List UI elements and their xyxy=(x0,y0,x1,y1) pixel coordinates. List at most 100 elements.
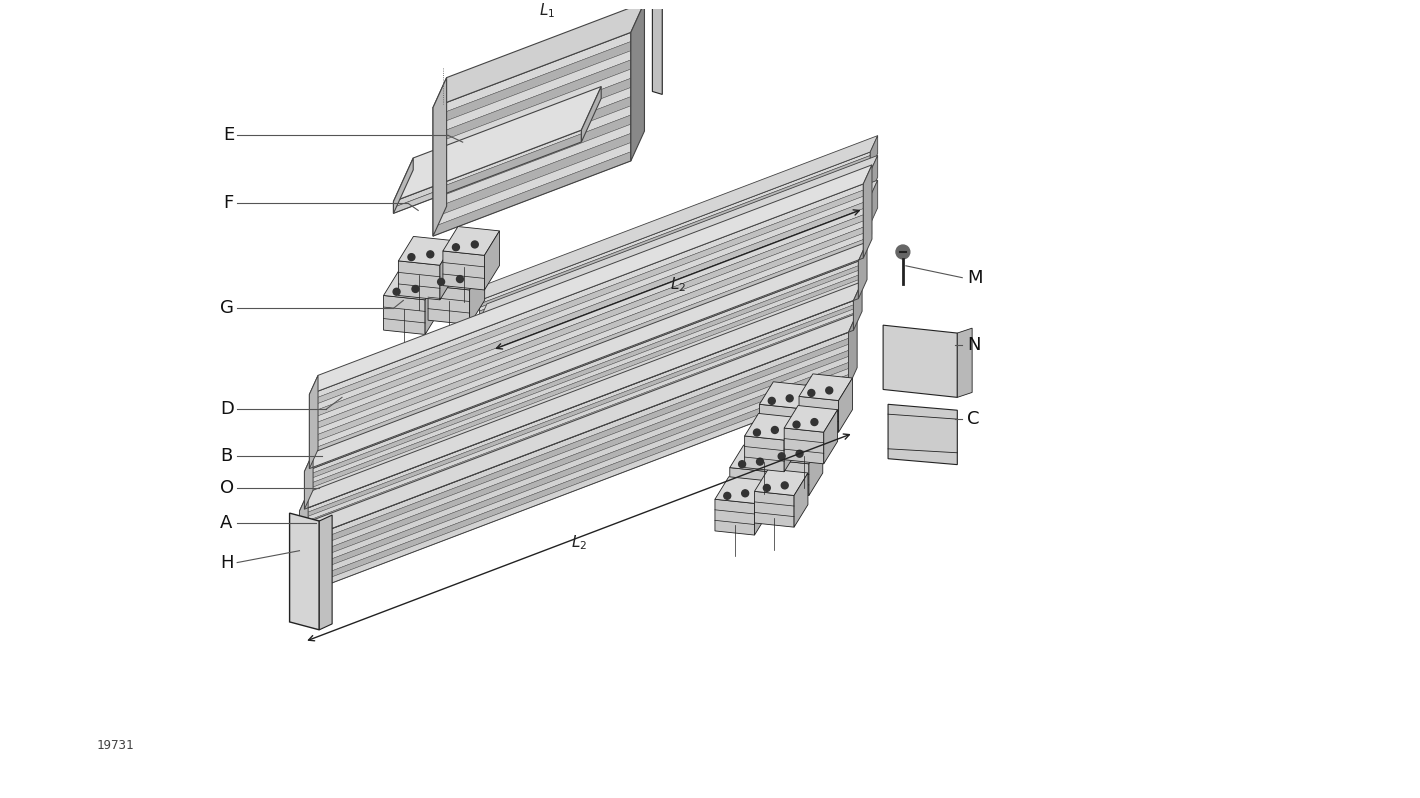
Polygon shape xyxy=(433,33,630,117)
Polygon shape xyxy=(310,203,863,419)
Circle shape xyxy=(896,245,910,259)
Polygon shape xyxy=(393,136,581,213)
Circle shape xyxy=(754,429,760,436)
Polygon shape xyxy=(294,523,304,597)
Circle shape xyxy=(764,484,770,492)
Polygon shape xyxy=(794,473,808,527)
Polygon shape xyxy=(480,190,870,342)
Polygon shape xyxy=(784,428,824,464)
Polygon shape xyxy=(433,106,630,190)
Polygon shape xyxy=(393,130,581,207)
Polygon shape xyxy=(730,445,784,472)
Polygon shape xyxy=(393,158,413,213)
Polygon shape xyxy=(480,220,870,373)
Text: $L_1$: $L_1$ xyxy=(538,2,555,20)
Polygon shape xyxy=(487,232,868,382)
Polygon shape xyxy=(300,282,862,512)
Polygon shape xyxy=(487,237,868,386)
Polygon shape xyxy=(433,60,630,144)
Circle shape xyxy=(408,254,415,261)
Circle shape xyxy=(778,452,785,460)
Polygon shape xyxy=(799,397,839,433)
Circle shape xyxy=(797,450,804,457)
Text: C: C xyxy=(967,410,980,429)
Polygon shape xyxy=(652,0,662,94)
Polygon shape xyxy=(480,163,870,314)
Polygon shape xyxy=(290,513,320,630)
Polygon shape xyxy=(294,374,849,591)
Circle shape xyxy=(437,279,444,286)
Polygon shape xyxy=(480,186,870,338)
Polygon shape xyxy=(744,436,784,472)
Polygon shape xyxy=(304,294,858,509)
Text: E: E xyxy=(223,126,234,144)
Polygon shape xyxy=(487,228,868,377)
Polygon shape xyxy=(957,328,973,397)
Polygon shape xyxy=(300,318,853,532)
Circle shape xyxy=(771,426,778,433)
Polygon shape xyxy=(300,322,853,536)
Circle shape xyxy=(811,419,818,425)
Polygon shape xyxy=(440,241,454,300)
Polygon shape xyxy=(770,437,822,464)
Polygon shape xyxy=(824,409,838,464)
Circle shape xyxy=(781,482,788,489)
Text: H: H xyxy=(220,554,234,571)
Polygon shape xyxy=(480,179,870,331)
Circle shape xyxy=(808,389,815,397)
Polygon shape xyxy=(480,156,870,307)
Polygon shape xyxy=(433,2,645,108)
Polygon shape xyxy=(443,227,500,255)
Polygon shape xyxy=(433,77,447,236)
Polygon shape xyxy=(310,196,863,413)
Polygon shape xyxy=(310,227,863,444)
Circle shape xyxy=(427,251,433,258)
Polygon shape xyxy=(433,41,630,126)
Polygon shape xyxy=(433,88,630,172)
Polygon shape xyxy=(300,314,853,528)
Polygon shape xyxy=(304,280,858,495)
Polygon shape xyxy=(480,196,870,349)
Polygon shape xyxy=(427,261,484,290)
Polygon shape xyxy=(433,51,630,135)
Polygon shape xyxy=(480,204,870,357)
Polygon shape xyxy=(433,152,630,236)
Polygon shape xyxy=(393,86,601,202)
Polygon shape xyxy=(383,271,440,300)
Polygon shape xyxy=(480,183,870,334)
Polygon shape xyxy=(433,115,630,200)
Polygon shape xyxy=(310,239,863,456)
Polygon shape xyxy=(480,156,878,320)
Polygon shape xyxy=(714,476,768,504)
Polygon shape xyxy=(425,275,440,334)
Polygon shape xyxy=(433,133,630,218)
Polygon shape xyxy=(888,405,957,464)
Text: F: F xyxy=(223,195,233,212)
Polygon shape xyxy=(304,285,858,500)
Circle shape xyxy=(792,421,799,428)
Polygon shape xyxy=(868,220,872,242)
Polygon shape xyxy=(784,417,798,472)
Circle shape xyxy=(471,241,479,248)
Polygon shape xyxy=(863,165,872,258)
Polygon shape xyxy=(849,314,858,387)
Circle shape xyxy=(393,288,400,295)
Polygon shape xyxy=(630,2,645,161)
Polygon shape xyxy=(858,242,868,298)
Polygon shape xyxy=(754,469,808,496)
Polygon shape xyxy=(294,357,849,573)
Polygon shape xyxy=(443,251,484,290)
Polygon shape xyxy=(480,208,870,361)
Polygon shape xyxy=(760,381,812,409)
Polygon shape xyxy=(480,180,878,345)
Polygon shape xyxy=(770,460,809,496)
Polygon shape xyxy=(480,152,870,304)
Text: $L_2$: $L_2$ xyxy=(571,533,586,552)
Circle shape xyxy=(456,275,463,282)
Polygon shape xyxy=(770,449,784,504)
Polygon shape xyxy=(300,492,308,541)
Polygon shape xyxy=(294,369,849,585)
Polygon shape xyxy=(839,378,852,433)
Polygon shape xyxy=(480,166,870,318)
Polygon shape xyxy=(730,468,770,504)
